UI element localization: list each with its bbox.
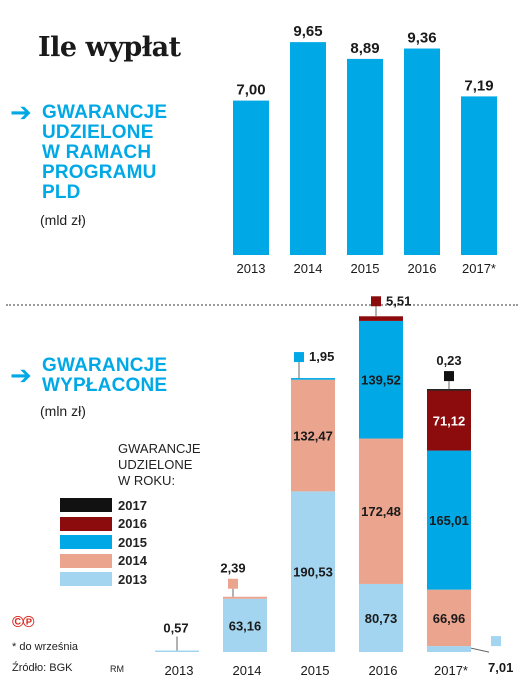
value-label: 9,36 — [407, 30, 436, 47]
bar-segment-2016-2016 — [359, 316, 403, 321]
chart2-title: GWARANCJE WYPŁACONE — [42, 356, 167, 396]
bar-segment-2015-2013 — [291, 491, 335, 652]
bar-2015 — [347, 58, 383, 255]
segment-value-label: 139,52 — [361, 373, 401, 388]
callout-swatch — [491, 636, 501, 647]
bar-segment-2017*-2015 — [427, 450, 471, 590]
chart2-unit: (mln zł) — [40, 403, 86, 419]
legend-swatch — [60, 535, 112, 550]
callout-swatch — [294, 352, 304, 363]
chart1-title-line: PROGRAMU — [42, 162, 157, 183]
legend: 2017 2016 2015 2014 2013 — [60, 496, 147, 589]
footnote: * do września — [12, 641, 79, 653]
category-label: 2015 — [351, 261, 380, 276]
chart1-title-line: W RAMACH — [42, 142, 152, 163]
legend-swatch — [60, 572, 112, 587]
source-note: Źródło: BGK — [12, 662, 73, 674]
section-divider — [6, 304, 518, 306]
segment-value-label: 80,73 — [365, 611, 398, 626]
value-label: 8,89 — [350, 40, 379, 57]
category-label: 2015 — [301, 663, 330, 678]
bar-segment-2017*-2017 — [427, 389, 471, 391]
segment-value-label: 71,12 — [433, 414, 466, 429]
legend-item-2014: 2014 — [60, 552, 147, 571]
bar-2017* — [461, 96, 497, 255]
leader-line — [470, 647, 490, 653]
callout-swatch — [371, 296, 381, 307]
callout-value-label: 2,39 — [220, 561, 245, 576]
segment-value-label: 165,01 — [429, 513, 469, 528]
segment-value-label: 66,96 — [433, 611, 466, 626]
value-label: 7,19 — [464, 77, 493, 94]
legend-title-line: W ROKU: — [118, 473, 176, 488]
legend-title: GWARANCJE UDZIELONE W ROKU: — [118, 441, 201, 489]
callout-value-label: 1,95 — [309, 349, 334, 364]
legend-swatch — [60, 553, 112, 568]
category-label: 2013 — [237, 261, 266, 276]
category-label: 2016 — [369, 663, 398, 678]
legend-swatch — [60, 516, 112, 531]
category-label: 2014 — [233, 663, 262, 678]
callout-swatch — [444, 371, 454, 382]
value-label: 7,00 — [236, 82, 265, 99]
guarantees-granted-chart: 7,00 2013 9,65 2014 8,89 2015 9,36 2016 7,19 2017… — [233, 23, 497, 276]
bar-segment-2017*-2013 — [427, 646, 471, 652]
legend-title-line: UDZIELONE — [118, 457, 193, 472]
segment-value-label: 63,16 — [229, 618, 262, 633]
chart2-title-line: WYPŁACONE — [42, 375, 168, 396]
callout-value-label: 7,01 — [488, 660, 513, 675]
segment-value-label: 172,48 — [361, 504, 401, 519]
segment-value-label: 132,47 — [293, 429, 333, 444]
arrow-right-icon: ➔ — [10, 97, 32, 127]
segment-value-label: 190,53 — [293, 565, 333, 580]
legend-item-2013: 2013 — [60, 570, 147, 589]
chart1-title-line: PLD — [42, 182, 81, 203]
legend-label: 2017 — [118, 497, 147, 513]
author-initials: RM — [110, 664, 124, 674]
legend-item-2016: 2016 — [60, 515, 147, 534]
bar-segment-2015-2015 — [291, 378, 335, 380]
legend-label: 2014 — [118, 553, 147, 569]
callout-value-label: 0,23 — [436, 353, 461, 368]
legend-item-2015: 2015 — [60, 533, 147, 552]
chart1-unit: (mld zł) — [40, 212, 86, 228]
page-title: Ile wypłat — [38, 32, 181, 63]
category-label: 2017* — [434, 663, 468, 678]
bar-segment-2017*-2016 — [427, 390, 471, 451]
bar-2014 — [290, 42, 326, 255]
legend-title-line: GWARANCJE — [118, 441, 201, 456]
legend-label: 2015 — [118, 534, 147, 550]
bar-2016 — [404, 48, 440, 255]
chart1-title-line: UDZIELONE — [42, 122, 154, 143]
bar-segment-2013-2013 — [155, 650, 199, 652]
chart1-title: GWARANCJE UDZIELONE W RAMACH PROGRAMU PL… — [42, 103, 167, 203]
bar-segment-2015-2014 — [291, 379, 335, 492]
legend-swatch — [60, 498, 112, 513]
legend-label: 2013 — [118, 571, 147, 587]
callout-value-label: 5,51 — [386, 293, 411, 308]
bar-segment-2014-2013 — [223, 598, 267, 652]
category-label: 2016 — [408, 261, 437, 276]
category-label: 2017* — [462, 261, 496, 276]
arrow-right-icon: ➔ — [10, 360, 32, 390]
bar-segment-2016-2014 — [359, 438, 403, 584]
value-label: 9,65 — [293, 23, 322, 40]
bar-segment-2016-2013 — [359, 583, 403, 652]
legend-item-2017: 2017 — [60, 496, 147, 515]
chart2-title-line: GWARANCJE — [42, 355, 168, 376]
bar-segment-2016-2015 — [359, 320, 403, 439]
copyright-logo: ©℗ — [12, 614, 35, 631]
category-label: 2014 — [294, 261, 323, 276]
bar-2013 — [233, 100, 269, 256]
legend-label: 2016 — [118, 516, 147, 532]
bar-segment-2017*-2014 — [427, 589, 471, 647]
category-label: 2013 — [165, 663, 194, 678]
callout-value-label: 0,57 — [163, 621, 188, 636]
chart1-title-line: GWARANCJE — [42, 102, 168, 123]
bar-segment-2014-2014 — [223, 596, 267, 599]
callout-swatch — [228, 578, 238, 589]
